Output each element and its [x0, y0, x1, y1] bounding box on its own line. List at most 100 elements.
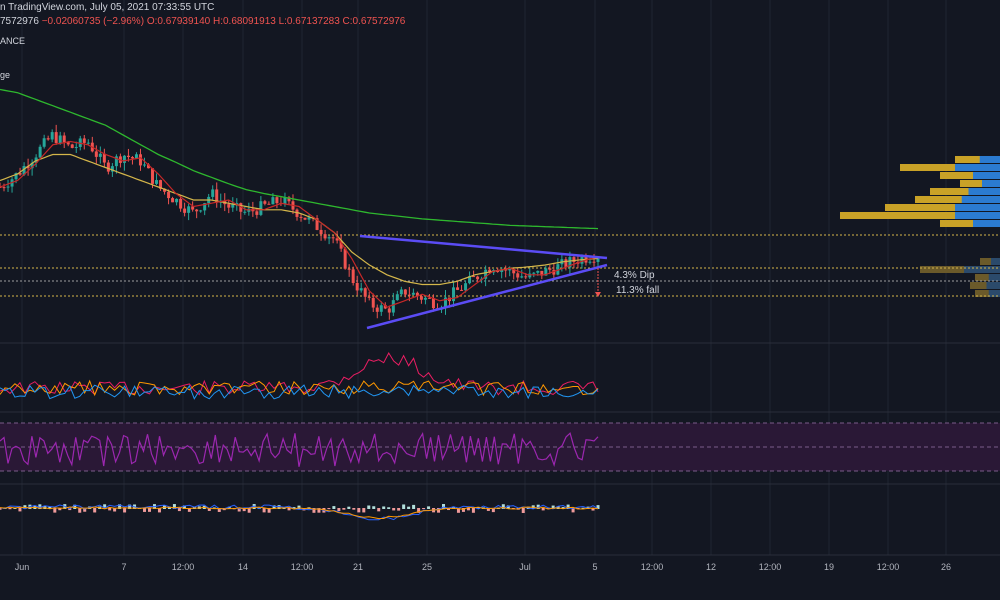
- volume-profile-bar: [915, 196, 1000, 203]
- macd-histogram-bar: [103, 504, 107, 509]
- macd-histogram-bar: [68, 508, 72, 511]
- volume-profile-bar-sell: [973, 172, 1000, 179]
- candle-body: [283, 197, 287, 204]
- macd-histogram-bar: [461, 508, 465, 512]
- macd-histogram-bar: [262, 508, 266, 513]
- candle-body: [504, 269, 508, 271]
- candle-body: [460, 289, 464, 291]
- candle-body: [259, 201, 263, 215]
- macd-histogram-bar: [118, 504, 122, 509]
- macd-histogram-bar: [342, 508, 346, 510]
- candle-body: [18, 173, 22, 175]
- macd-histogram-bar: [427, 506, 431, 509]
- macd-histogram-bar: [247, 508, 251, 513]
- candle-body: [500, 269, 504, 272]
- candle-body: [54, 132, 58, 143]
- volume-profile-bar: [930, 188, 1000, 195]
- macd-histogram-bar: [352, 508, 356, 510]
- candle-body: [472, 276, 476, 278]
- candle-body: [512, 269, 516, 274]
- macd-histogram-bar: [317, 508, 321, 513]
- candle-body: [146, 164, 150, 169]
- candle-body: [106, 162, 110, 172]
- candle-body: [235, 203, 239, 205]
- candle-body: [122, 155, 126, 163]
- candle-body: [532, 272, 536, 274]
- candle-body: [2, 187, 6, 189]
- candle-body: [142, 164, 146, 166]
- volume-profile-bar: [960, 180, 1000, 187]
- candle-body: [239, 203, 243, 212]
- ema-long-line: [0, 88, 599, 230]
- chart-header: n TradingView.com, July 05, 2021 07:33:5…: [0, 2, 215, 13]
- ema-fast-line: [0, 140, 599, 308]
- macd-histogram-bar: [287, 508, 291, 511]
- macd-histogram-bar: [167, 506, 171, 509]
- macd-histogram-bar: [83, 508, 87, 512]
- x-axis: Jun 7 12:00 14 12:00 21 25 Jul 5 12:00 12 12:00 19 12…: [15, 562, 951, 572]
- candle-body: [379, 305, 383, 312]
- exchange-label: ANCE: [0, 36, 26, 46]
- volume-profile-bar-sell: [973, 220, 1000, 227]
- candle-body: [98, 153, 102, 157]
- candle-body: [411, 292, 415, 295]
- candle-body: [114, 156, 118, 167]
- candle-body: [335, 238, 339, 241]
- candle-body: [323, 234, 327, 239]
- macd-histogram-bar: [148, 508, 151, 512]
- macd-histogram-bar: [227, 506, 231, 509]
- macd-histogram-bar: [357, 508, 361, 513]
- volume-profile-bar-sell: [955, 212, 1000, 219]
- macd-histogram-bar: [466, 508, 470, 511]
- volume-profile-bar: [885, 204, 1000, 211]
- candle-body: [38, 146, 42, 158]
- candle-body: [544, 268, 548, 276]
- x-tick-label: 21: [353, 562, 363, 572]
- candle-body: [319, 229, 323, 235]
- candle-body: [78, 138, 82, 147]
- volume-profile-bar-sell: [964, 266, 1000, 273]
- volume-profile-bar-sell: [961, 196, 1000, 203]
- volume-profile-bar-sell: [988, 290, 1000, 297]
- macd-histogram-bar: [536, 504, 540, 509]
- dmi-line: [0, 351, 599, 396]
- candle-body: [556, 264, 560, 275]
- x-tick-label: 25: [422, 562, 432, 572]
- candle-body: [42, 138, 46, 147]
- ema-slow-line: [0, 153, 599, 286]
- ohlc-values: O:0.67939140 H:0.68091913 L:0.67137283 C…: [146, 16, 406, 27]
- triangle-pattern[interactable]: [359, 234, 608, 330]
- candle-body: [86, 142, 90, 144]
- support-levels: [0, 234, 1000, 297]
- candle-body: [363, 288, 367, 297]
- volume-profile-bar-sell: [991, 258, 1000, 265]
- candle-body: [159, 180, 163, 189]
- volume-profile-bar-sell: [982, 180, 1000, 187]
- macd-histogram-bar: [566, 504, 570, 509]
- candle-body: [271, 197, 275, 205]
- candle-body: [383, 305, 387, 309]
- macd-histogram-bar: [8, 508, 12, 510]
- candle-body: [191, 206, 195, 210]
- volume-profile-bar: [920, 266, 1000, 273]
- macd-histogram-bar: [128, 504, 132, 509]
- macd-histogram-bar: [501, 504, 505, 509]
- macd-histogram-bar: [437, 508, 441, 513]
- candle-body: [508, 269, 512, 271]
- macd-histogram-bar: [58, 508, 62, 511]
- macd-histogram-bar: [382, 506, 386, 509]
- candle-body: [528, 273, 532, 278]
- macd-histogram-bar: [242, 508, 246, 512]
- candle-body: [22, 166, 26, 175]
- x-tick-label: 12:00: [172, 562, 195, 572]
- candle-body: [431, 298, 435, 309]
- macd-histogram-bar: [447, 508, 450, 511]
- candle-body: [14, 173, 18, 180]
- volume-profile-bar-sell: [968, 188, 1000, 195]
- candle-body: [536, 270, 540, 273]
- candle-body: [552, 269, 556, 275]
- candle-body: [516, 273, 520, 278]
- candle-body: [175, 198, 179, 203]
- candle-body: [580, 256, 584, 264]
